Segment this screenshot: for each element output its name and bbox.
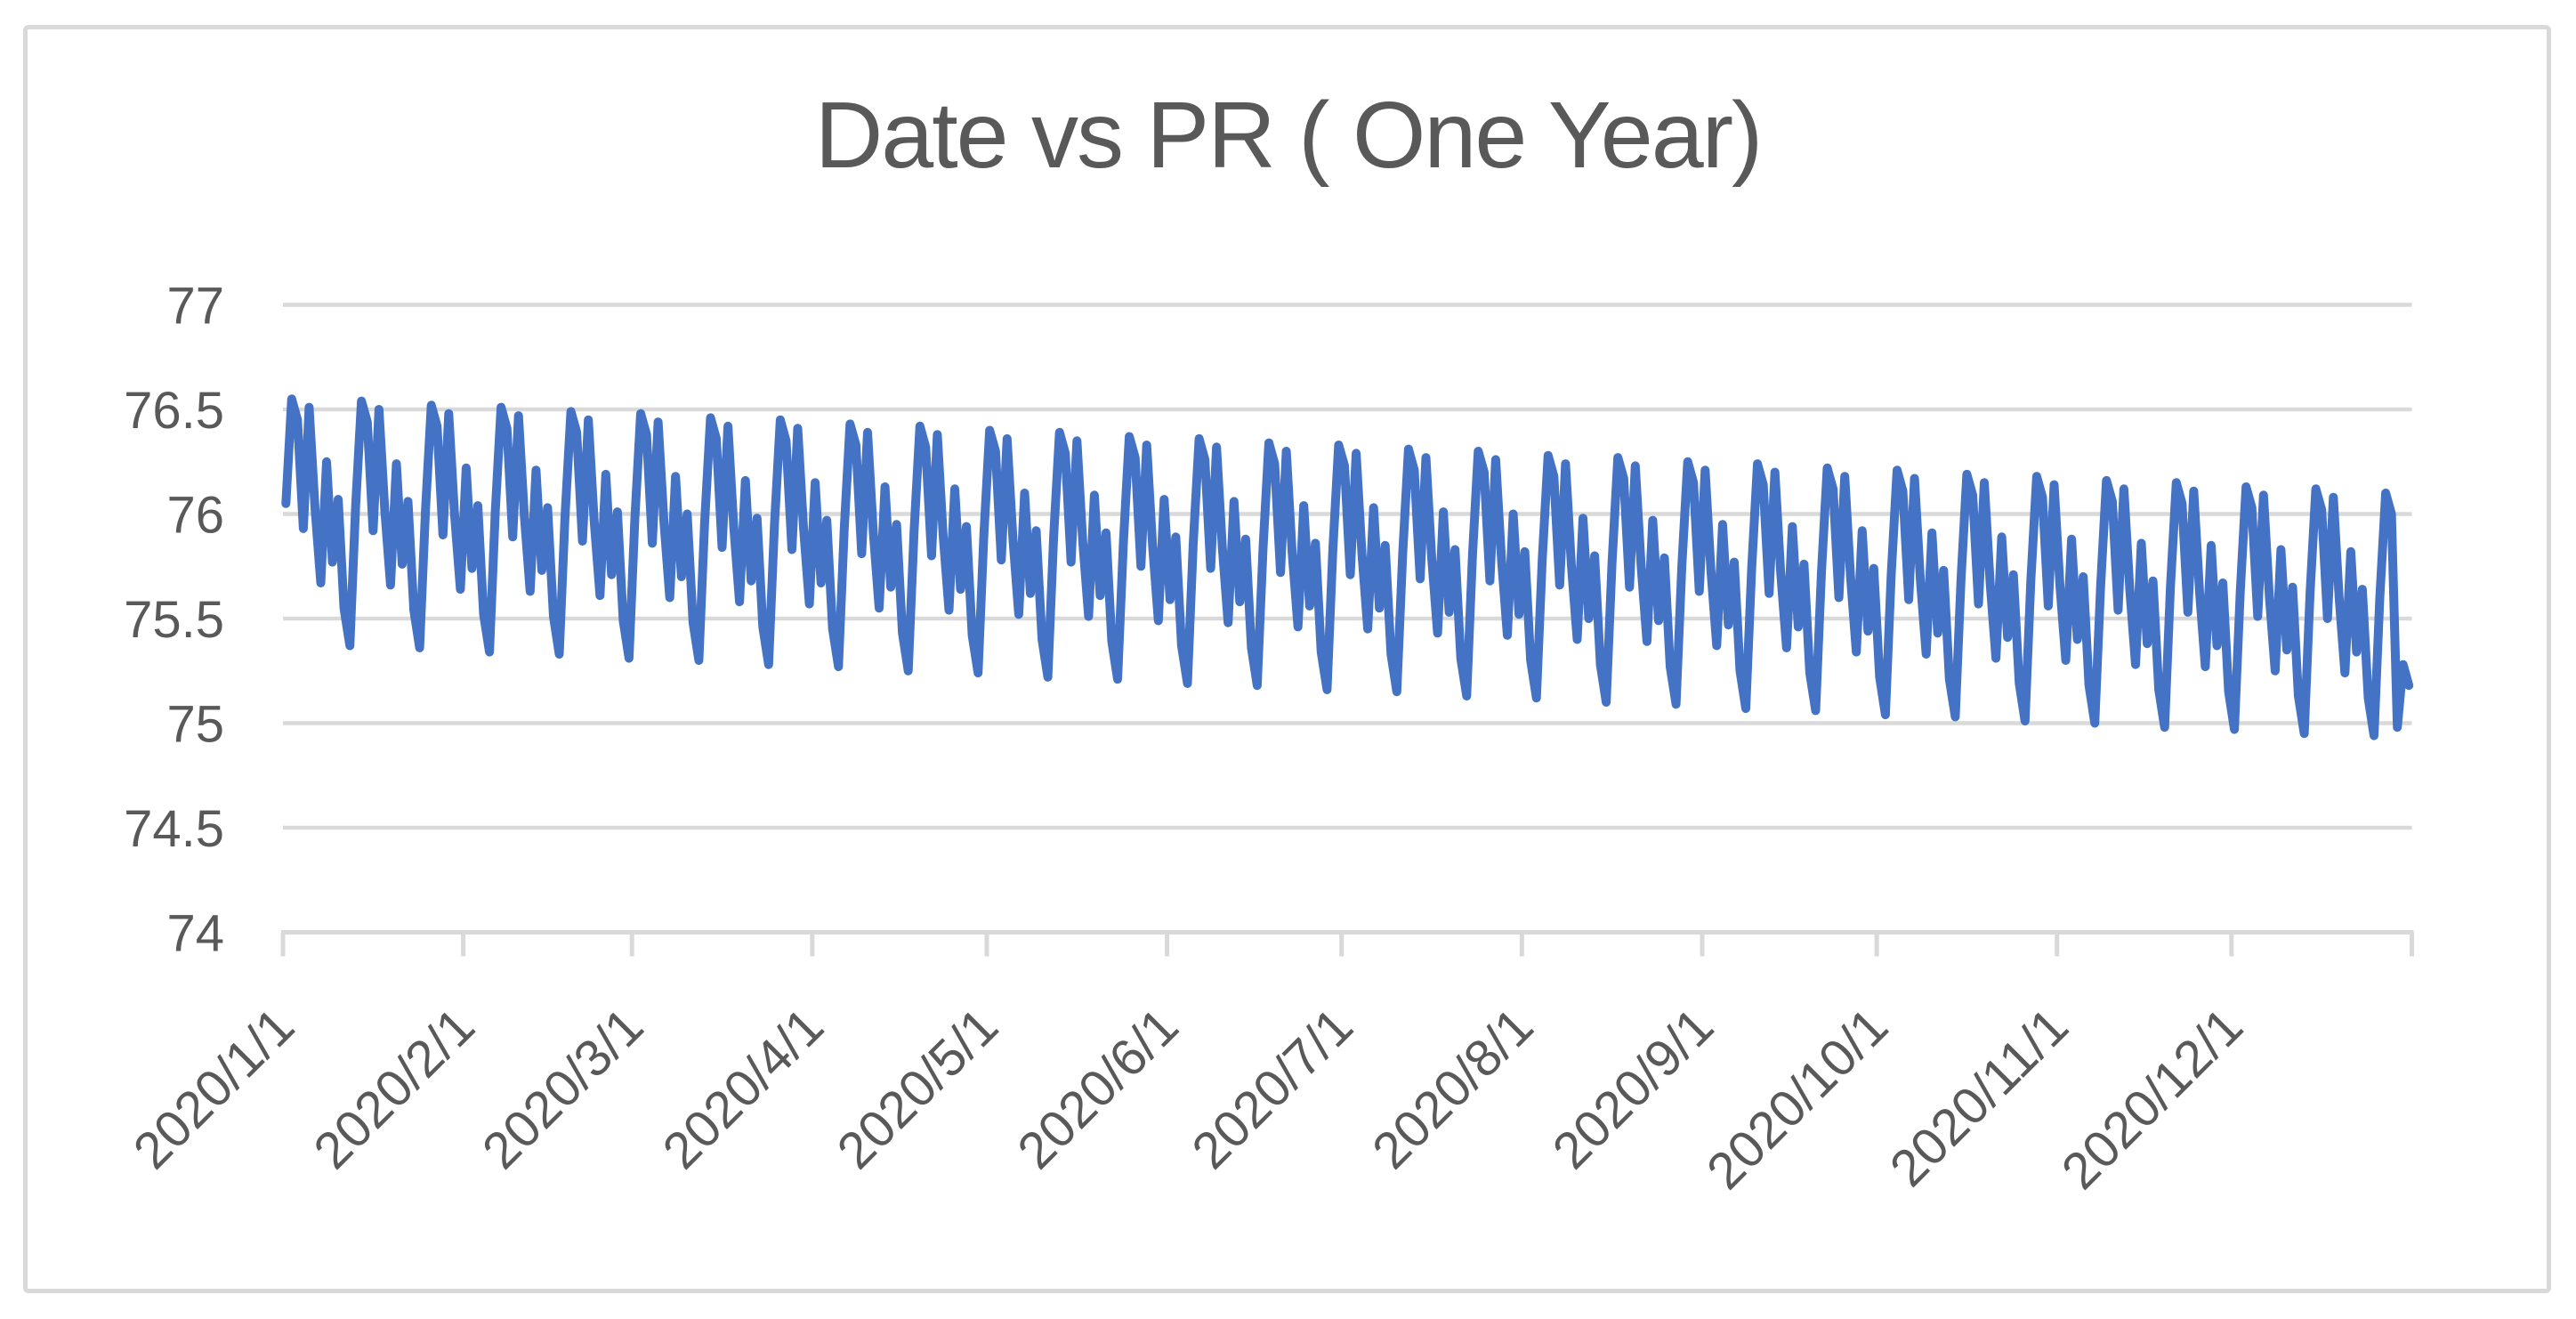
x-axis-label: 2020/3/1: [472, 997, 655, 1180]
x-axis-label: 2020/8/1: [1361, 997, 1545, 1180]
x-axis-label: 2020/6/1: [1006, 997, 1190, 1180]
x-axis-label: 2020/2/1: [303, 997, 486, 1180]
x-axis-label: 2020/11/1: [1879, 997, 2079, 1197]
gridlines: [283, 303, 2412, 935]
x-axis-labels: 2020/1/12020/2/12020/3/12020/4/12020/5/1…: [123, 997, 2254, 1200]
x-axis-label: 2020/9/1: [1542, 997, 1725, 1180]
x-axis-label: 2020/1/1: [123, 997, 306, 1180]
y-axis-label: 75.5: [124, 591, 224, 649]
y-axis-label: 76: [166, 487, 224, 545]
chart-frame: [23, 25, 2551, 1293]
x-axis-label: 2020/12/1: [2051, 997, 2254, 1200]
y-axis-label: 76.5: [124, 382, 224, 440]
y-axis-label: 77: [166, 278, 224, 336]
y-axis-label: 74.5: [124, 800, 224, 858]
x-axis-label: 2020/10/1: [1696, 997, 1899, 1200]
chart-title: Date vs PR ( One Year): [814, 83, 1764, 188]
y-axis-labels: 77 76.5 76 75.5 75 74.5 74: [124, 278, 224, 963]
pr-line-series: [281, 394, 2414, 740]
y-axis-label: 74: [166, 905, 224, 963]
x-axis-label: 2020/5/1: [827, 997, 1010, 1180]
y-axis-label: 75: [166, 696, 224, 754]
x-axis-label: 2020/4/1: [651, 997, 835, 1180]
x-axis-tick-marks: [280, 932, 2414, 957]
x-axis-label: 2020/7/1: [1181, 997, 1364, 1180]
